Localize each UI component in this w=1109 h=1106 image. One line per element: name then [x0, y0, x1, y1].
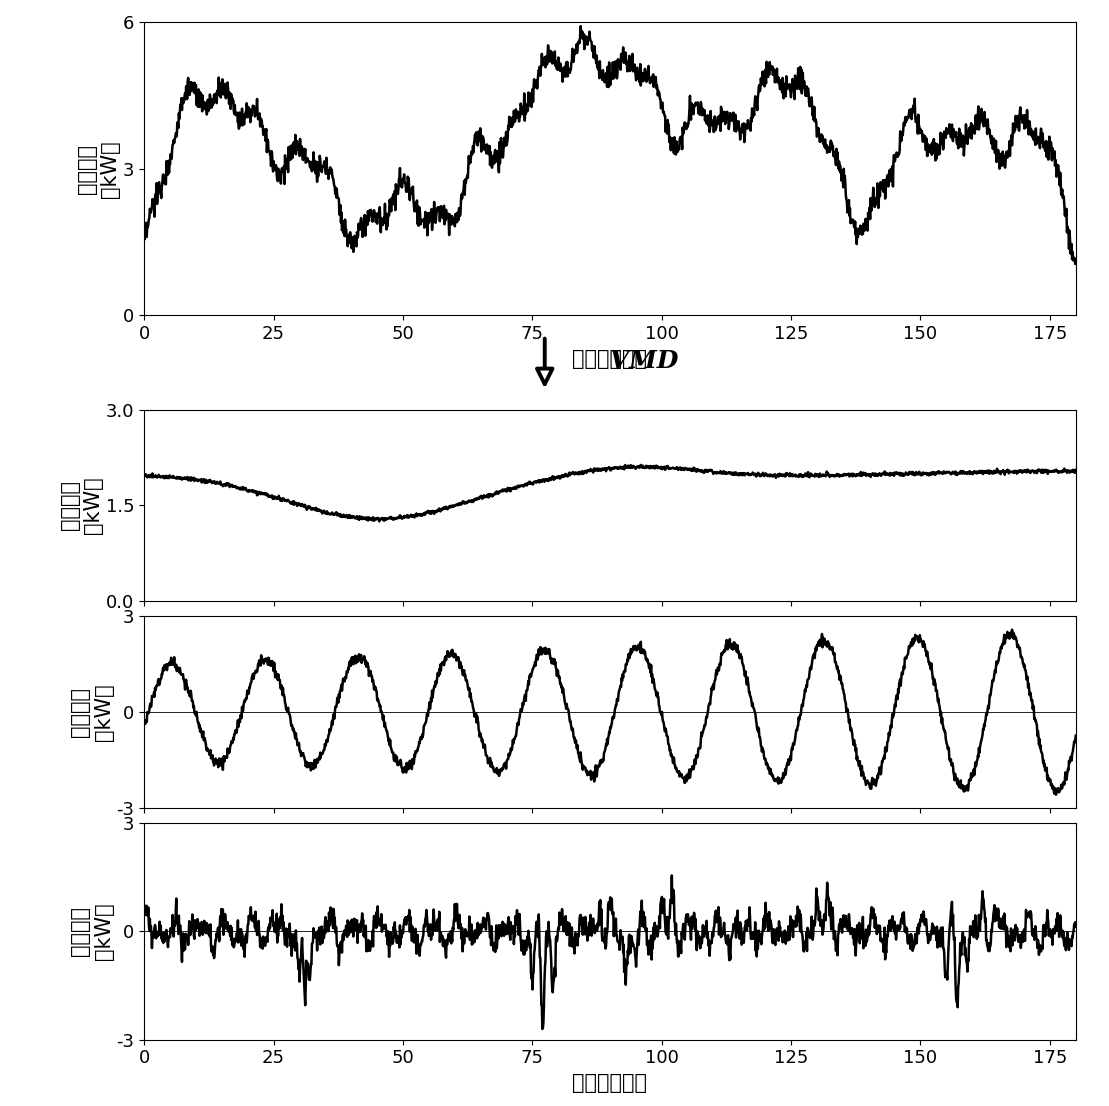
Text: VMD: VMD [601, 349, 678, 374]
Y-axis label: 光伏功率
（kW）: 光伏功率 （kW） [60, 477, 103, 534]
X-axis label: 时间（小时）: 时间（小时） [572, 348, 648, 368]
Y-axis label: 光伏功率
（kW）: 光伏功率 （kW） [71, 902, 113, 960]
Y-axis label: 光伏功率
（kW）: 光伏功率 （kW） [77, 140, 120, 198]
Y-axis label: 光伏功率
（kW）: 光伏功率 （kW） [71, 684, 113, 741]
X-axis label: 时间（小时）: 时间（小时） [572, 1073, 648, 1093]
